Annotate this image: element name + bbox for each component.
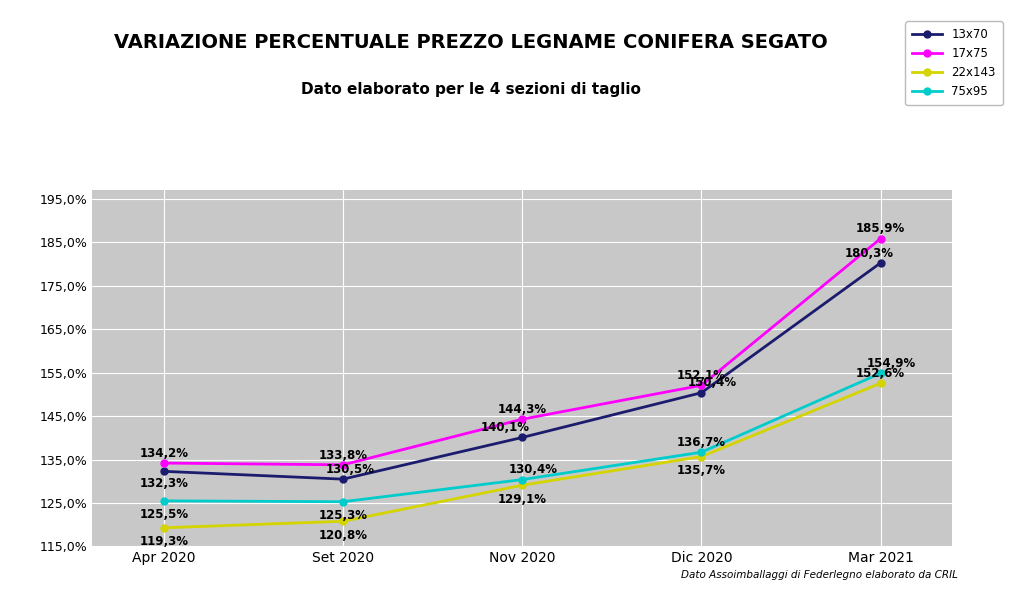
Text: 134,2%: 134,2% (139, 447, 188, 460)
Text: 150,4%: 150,4% (688, 376, 737, 389)
Text: Dato elaborato per le 4 sezioni di taglio: Dato elaborato per le 4 sezioni di tagli… (301, 82, 641, 96)
Text: 144,3%: 144,3% (498, 403, 547, 416)
Text: 135,7%: 135,7% (677, 464, 726, 477)
Text: 152,6%: 152,6% (856, 367, 905, 380)
Text: 125,5%: 125,5% (139, 508, 188, 521)
Text: 130,5%: 130,5% (326, 463, 375, 476)
Text: 152,1%: 152,1% (677, 369, 726, 382)
Text: 119,3%: 119,3% (139, 535, 188, 548)
Text: 130,4%: 130,4% (509, 464, 558, 476)
Text: 154,9%: 154,9% (867, 357, 916, 370)
Text: 125,3%: 125,3% (318, 509, 368, 522)
Text: Dato Assoimballaggi di Federlegno elaborato da CRIL: Dato Assoimballaggi di Federlegno elabor… (681, 570, 957, 580)
Text: 129,1%: 129,1% (498, 492, 547, 505)
Text: VARIAZIONE PERCENTUALE PREZZO LEGNAME CONIFERA SEGATO: VARIAZIONE PERCENTUALE PREZZO LEGNAME CO… (114, 34, 828, 52)
Text: 132,3%: 132,3% (139, 477, 188, 491)
Text: 136,7%: 136,7% (677, 436, 726, 449)
Legend: 13x70, 17x75, 22x143, 75x95: 13x70, 17x75, 22x143, 75x95 (905, 21, 1002, 105)
Text: 120,8%: 120,8% (318, 529, 368, 542)
Text: 185,9%: 185,9% (856, 222, 905, 235)
Text: 140,1%: 140,1% (481, 421, 530, 434)
Text: 133,8%: 133,8% (318, 449, 368, 462)
Text: 180,3%: 180,3% (845, 247, 894, 260)
